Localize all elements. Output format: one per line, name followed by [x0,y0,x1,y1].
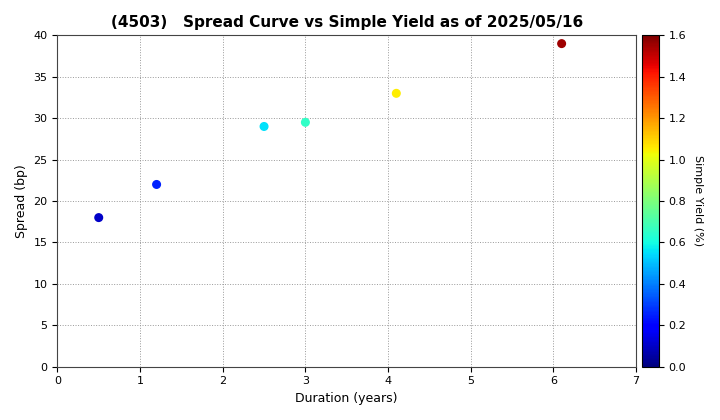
Point [93,214,104,221]
Y-axis label: Simple Yield (%): Simple Yield (%) [693,155,703,247]
Y-axis label: Spread (bp): Spread (bp) [15,164,28,238]
Point [150,181,162,188]
Point [258,123,270,130]
Point [390,90,402,97]
Point [300,119,311,126]
Point [556,40,567,47]
X-axis label: Duration (years): Duration (years) [295,392,398,405]
Title: (4503)   Spread Curve vs Simple Yield as of 2025/05/16: (4503) Spread Curve vs Simple Yield as o… [111,15,583,30]
